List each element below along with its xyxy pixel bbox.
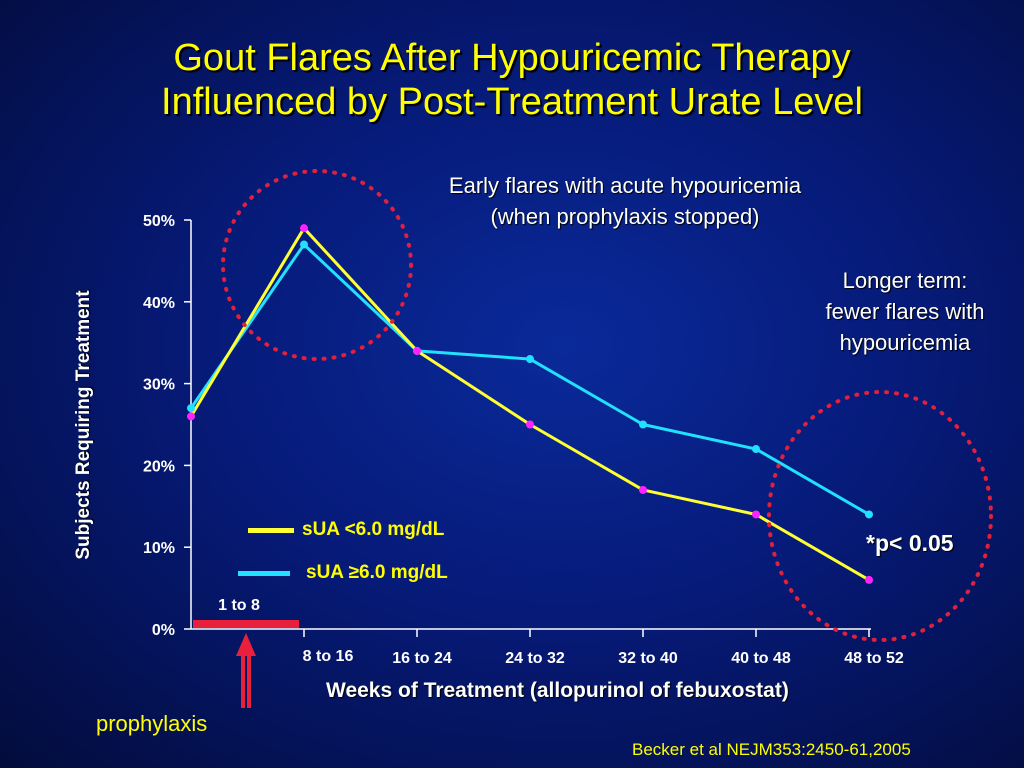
data-point-high [526,355,534,364]
legend-label-low: sUA <6.0 mg/dL [302,519,445,540]
data-point-high [300,240,308,249]
title-line-2: Influenced by Post-Treatment Urate Level [161,81,863,123]
legend-swatch-high [238,571,290,576]
x-tick-label: 16 to 24 [392,650,452,667]
data-point-low [865,575,873,584]
legend-swatch-low [248,528,294,533]
legend-label-high: sUA ≥6.0 mg/dL [306,562,448,583]
longer-term-annotation: Longer term: fewer flares with hypourice… [790,265,1020,358]
data-point-high [187,404,195,413]
data-point-low [752,510,760,519]
y-tick-label: 30% [143,377,175,394]
citation: Becker et al NEJM353:2450-61,2005 [632,740,911,759]
x-tick-label: 8 to 16 [303,648,354,665]
series-line-low [189,226,870,582]
data-point-low [639,485,647,494]
longer-term-line-3: hypouricemia [839,330,971,355]
prophylaxis-period-label: 1 to 8 [218,597,260,614]
x-tick-label: 32 to 40 [618,650,678,667]
prophylaxis-arrow-head [236,633,256,656]
y-tick-label: 40% [143,295,175,312]
longer-term-line-2: fewer flares with [825,299,985,324]
x-tick-label: 40 to 48 [731,650,791,667]
early-flares-highlight-circle [221,169,413,361]
early-flares-line-1: Early flares with acute hypouricemia [448,173,802,198]
data-point-low [413,346,421,355]
data-point-high [639,420,647,429]
data-point-low [300,224,308,233]
longer-term-line-1: Longer term: [842,268,968,293]
x-axis-label: Weeks of Treatment (allopurinol of febux… [326,679,789,702]
title-line-1: Gout Flares After Hypouricemic Therapy [173,37,851,79]
data-point-low [187,412,195,421]
prophylaxis-bar [193,620,299,628]
chart-axes: 0% 10% 20% 30% 40% 50% 8 to 16 16 to 24 24 to 32… [143,213,904,667]
early-flares-annotation: Early flares with acute hypouricemia (wh… [385,170,865,232]
early-flares-line-2: (when prophylaxis stopped) [490,204,760,229]
longer-term-highlight-circle [767,390,993,642]
y-tick-label: 50% [143,213,175,230]
x-tick-label: 48 to 52 [844,650,904,667]
slide-title: Gout Flares After Hypouricemic Therapy I… [0,36,1024,124]
y-tick-label: 20% [143,458,175,475]
y-tick-label: 10% [143,540,175,557]
data-point-high [865,510,873,519]
y-tick-label: 0% [152,622,175,639]
x-tick-label: 24 to 32 [505,650,565,667]
chart-marks [187,224,873,584]
series-line-high [189,243,870,516]
data-point-high [752,445,760,454]
prophylaxis-label: prophylaxis [96,711,208,736]
p-value-label: *p< 0.05 [866,530,954,556]
data-point-low [526,420,534,429]
chart-overlays: 1 to 8 [193,169,993,708]
